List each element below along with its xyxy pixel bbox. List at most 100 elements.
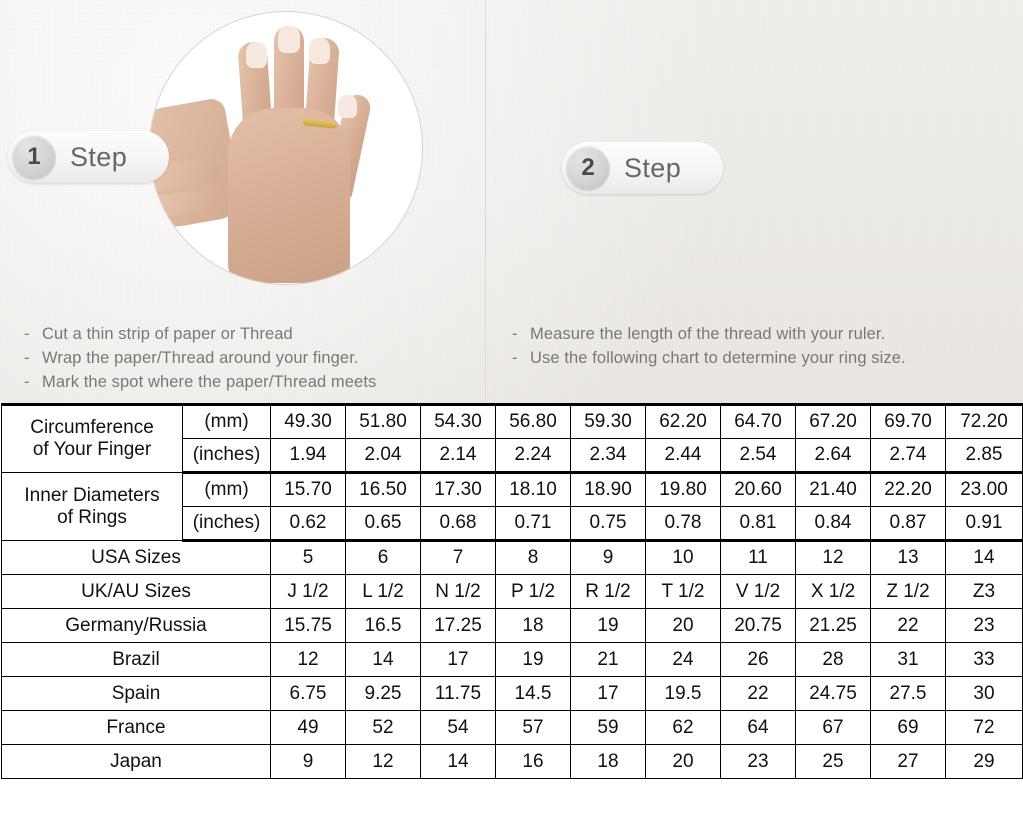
instruction-text: Measure the length of the thread with yo… [530,325,886,343]
instruction-line: - Mark the spot where the paper/Thread me… [24,370,376,394]
cell: 0.91 [945,506,1023,542]
step-number-2: 2 [566,146,610,190]
cell: 2.14 [420,438,496,474]
cell: 64.70 [720,403,796,439]
cell: 27 [870,744,946,779]
cell: 1.94 [270,438,346,474]
cell: N 1/2 [420,574,496,609]
step-label-2: Step [624,152,682,183]
cell: 25 [795,744,871,779]
cell: 22 [720,676,796,711]
cell: 26 [720,642,796,677]
cell: T 1/2 [645,574,721,609]
cell: 23.00 [945,472,1023,507]
cell: 21.25 [795,608,871,643]
cell: 12 [345,744,421,779]
step-badge-1: 1 Step [8,131,170,183]
row-label-line-2: of Rings [57,506,127,528]
cell: 72 [945,710,1023,745]
table-row: Japan 9 12 14 16 18 20 23 25 27 29 [1,744,1023,779]
cell: 2.34 [570,438,646,474]
cell: 12 [270,642,346,677]
bullet-dash: - [512,325,518,343]
panel-divider [485,0,486,403]
instruction-text: Cut a thin strip of paper or Thread [42,325,293,343]
row-label-line-1: Circumference [30,417,154,438]
cell: 0.62 [270,506,346,542]
cell: 62 [645,710,721,745]
cell: 2.44 [645,438,721,474]
cell: 18.90 [570,472,646,507]
cell: 51.80 [345,403,421,439]
steps-area: 1 Step - Cut a thin strip of paper or Thr… [0,0,1023,403]
cell: 30 [945,676,1023,711]
cell: 19.5 [645,676,721,711]
cell: 57 [495,710,571,745]
table-row: Brazil 12 14 17 19 21 24 26 28 31 33 [1,642,1023,677]
cell: 21 [570,642,646,677]
row-label-germany-russia: Germany/Russia [1,608,271,643]
cell: 0.78 [645,506,721,542]
cell: 17.30 [420,472,496,507]
step-2-instructions: - Measure the length of the thread with y… [512,322,906,370]
cell: 24.75 [795,676,871,711]
cell: 21.40 [795,472,871,507]
cell: 0.75 [570,506,646,542]
cell: 14 [945,540,1023,575]
cell: 22.20 [870,472,946,507]
cell: 2.64 [795,438,871,474]
cell: 20.75 [720,608,796,643]
cell: 72.20 [945,403,1023,439]
cell: 54.30 [420,403,496,439]
cell: V 1/2 [720,574,796,609]
cell: 16.50 [345,472,421,507]
instruction-line: - Wrap the paper/Thread around your finge… [24,346,376,370]
cell: 20 [645,608,721,643]
cell: 16.5 [345,608,421,643]
cell: 59 [570,710,646,745]
cell: 69 [870,710,946,745]
unit-cell: (mm) [182,472,271,507]
cell: 11.75 [420,676,496,711]
fingernail [309,38,330,64]
cell: X 1/2 [795,574,871,609]
table-row: (inches) 1.94 2.04 2.14 2.24 2.34 2.44 2… [2,438,1023,474]
cell: 2.54 [720,438,796,474]
instruction-text: Mark the spot where the paper/Thread mee… [42,373,377,391]
cell: 49.30 [270,403,346,439]
cell: 18 [570,744,646,779]
cell: R 1/2 [570,574,646,609]
cell: 2.24 [495,438,571,474]
table-row: France 49 52 54 57 59 62 64 67 69 72 [1,710,1023,745]
cell: 0.84 [795,506,871,542]
row-label-uk-au-sizes: UK/AU Sizes [1,574,271,609]
cell: 24 [645,642,721,677]
cell: 17 [570,676,646,711]
cell: 67.20 [795,403,871,439]
table-row: Inner Diameters of Rings (mm) 15.70 16.5… [1,472,1023,541]
cell: 18.10 [495,472,571,507]
unit-cell: (mm) [182,403,271,439]
cell: P 1/2 [495,574,571,609]
fingernail [246,42,267,68]
cell: 0.71 [495,506,571,542]
row-label-circumference: Circumference of Your Finger [1,403,183,473]
cell: 2.04 [345,438,421,474]
cell: 0.87 [870,506,946,542]
cell: 20.60 [720,472,796,507]
fingernail [278,26,300,53]
cell: 19 [570,608,646,643]
cell: 17 [420,642,496,677]
cell: 15.70 [270,472,346,507]
cell: 59.30 [570,403,646,439]
table-row: Germany/Russia 15.75 16.5 17.25 18 19 20… [1,608,1023,643]
cell: 5 [270,540,346,575]
cell: 9 [570,540,646,575]
cell: 2.74 [870,438,946,474]
bullet-dash: - [512,349,518,367]
cell: J 1/2 [270,574,346,609]
row-label-france: France [1,710,271,745]
step-1-instructions: - Cut a thin strip of paper or Thread - Wr… [24,322,376,394]
table-row: USA Sizes 5 6 7 8 9 10 11 12 13 14 [1,540,1023,575]
ring-size-table-wrap: Circumference of Your Finger (mm) 49.30 … [0,403,1023,826]
